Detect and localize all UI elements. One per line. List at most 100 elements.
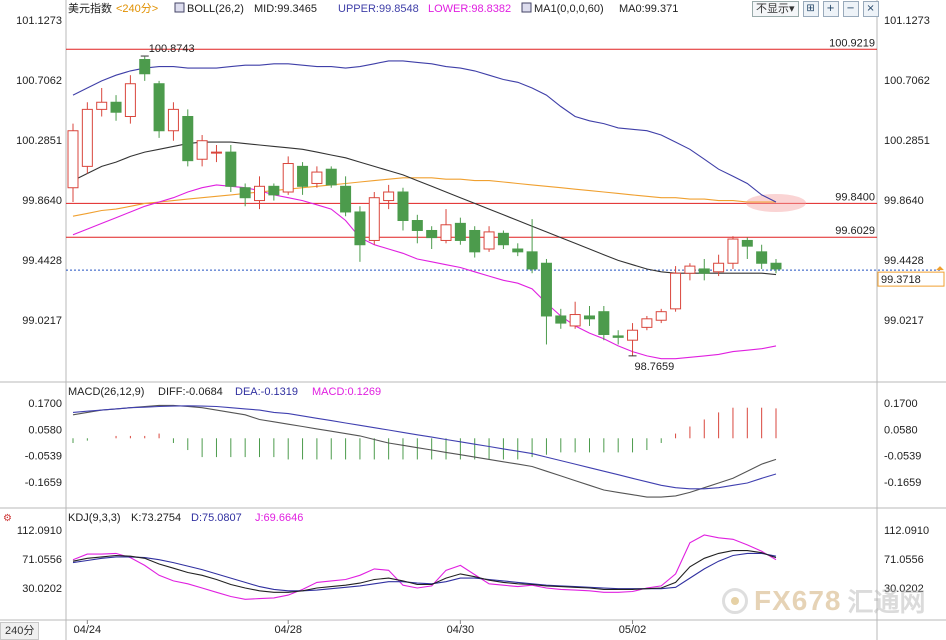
- macd-tick-right: 0.1700: [884, 398, 918, 410]
- price-axis: 101.1273 101.1273 100.7062 100.7062 100.2851…: [16, 15, 930, 327]
- chevron-down-icon: ▾: [789, 3, 795, 15]
- last-price-pointer-icon: [936, 266, 944, 271]
- candle-body: [526, 251, 538, 270]
- price-tick-right: 100.2851: [884, 135, 930, 147]
- candle-body: [167, 108, 179, 132]
- boll-mid-line: [72, 141, 777, 276]
- price-tick-left: 100.7062: [16, 75, 62, 87]
- candle-body: [598, 311, 610, 335]
- macd-diff-line: [72, 404, 777, 498]
- price-tick-right: 101.1273: [884, 15, 930, 27]
- candle-body: [426, 229, 438, 239]
- kdj-tick-left: 30.0202: [22, 583, 62, 595]
- candle-body: [110, 101, 122, 113]
- low-label: 98.7659: [635, 361, 675, 373]
- candle-body: [727, 238, 739, 264]
- macd-diff: DIFF:-0.0684: [158, 386, 223, 398]
- candle-body: [81, 108, 93, 167]
- candle-body: [282, 163, 294, 193]
- macd-dea-line: [72, 405, 777, 490]
- horizontal-line-label: 99.8400: [835, 191, 875, 203]
- last-price-label: 99.3718: [881, 274, 921, 286]
- horizontal-lines: 100.9219 99.8400 99.6029 99.3718: [66, 37, 945, 287]
- candle-body: [770, 262, 782, 270]
- ma-line: [72, 177, 776, 217]
- macd-tick-left: -0.1659: [25, 477, 62, 489]
- candle-body: [741, 239, 753, 247]
- candle-body: [540, 262, 552, 317]
- macd-dea: DEA:-0.1319: [235, 386, 298, 398]
- kdj-header: ⚙ KDJ(9,3,3) K:73.2754 D:75.0807 J:69.66…: [3, 512, 303, 524]
- candle-body: [67, 130, 79, 189]
- candle-body: [96, 101, 108, 110]
- candle-body: [368, 197, 380, 241]
- price-tick-left: 100.2851: [16, 135, 62, 147]
- candle-body: [469, 229, 481, 253]
- kdj-j-line: [72, 534, 777, 600]
- watermark-cn: 汇通网: [847, 588, 926, 618]
- instrument-name: 美元指数: [68, 1, 112, 15]
- candle-body: [483, 231, 495, 250]
- period-tag: <240分>: [116, 2, 158, 15]
- candle-body: [670, 272, 682, 310]
- zoom-in-icon[interactable]: +: [822, 1, 839, 17]
- time-tick-label: 04/24: [74, 624, 102, 636]
- kdj-tick-right: 30.0202: [884, 583, 924, 595]
- candle-body: [397, 191, 409, 222]
- price-header: 美元指数 <240分> BOLL(26,2) MID:99.3465 UPPER…: [68, 1, 678, 15]
- time-axis: 04/24 04/28 04/30 05/02: [74, 620, 647, 636]
- macd-tick-left: -0.0539: [25, 451, 62, 463]
- watermark: FX678 汇通网: [722, 582, 926, 619]
- time-tick-label: 04/30: [447, 624, 475, 636]
- watermark-brand: FX678: [754, 584, 842, 616]
- candle-body: [340, 185, 352, 213]
- candlesticks: [67, 56, 782, 356]
- candle-body: [182, 115, 194, 162]
- ma-icon[interactable]: [521, 2, 532, 13]
- candle-body: [555, 315, 567, 324]
- macd-panel: 0.1700 0.1700 0.0580 0.0580 -0.0539 -0.0539 -0…: [25, 398, 921, 498]
- candle-body: [153, 83, 165, 132]
- price-tick-left: 99.4428: [22, 255, 62, 267]
- candle-body: [698, 268, 710, 274]
- kdj-tick-right: 71.0556: [884, 554, 924, 566]
- kdj-d: D:75.0807: [191, 512, 242, 524]
- candle-body: [655, 311, 667, 321]
- horizontal-line-label: 99.6029: [835, 225, 875, 237]
- macd-value: MACD:0.1269: [312, 386, 381, 398]
- grid-settings-icon[interactable]: ⊞: [802, 1, 819, 17]
- candle-body: [627, 329, 639, 341]
- kdj-panel: 112.0910 112.0910 71.0556 71.0556 30.0202 30.…: [17, 525, 929, 600]
- candle-body: [684, 265, 696, 274]
- price-tick-left: 99.0217: [22, 315, 62, 327]
- boll-icon[interactable]: [174, 2, 185, 13]
- macd-label: MACD(26,12,9): [68, 386, 144, 398]
- boll-upper: UPPER:99.8548: [338, 3, 419, 15]
- candle-body: [268, 185, 280, 196]
- candle-body: [325, 168, 337, 186]
- close-icon[interactable]: ×: [862, 1, 879, 17]
- price-tick-right: 100.7062: [884, 75, 930, 87]
- bollinger-bands: [72, 60, 777, 360]
- macd-tick-left: 0.0580: [28, 424, 62, 436]
- high-label: 100.8743: [149, 43, 195, 55]
- time-tick-label: 05/02: [619, 624, 647, 636]
- candle-body: [239, 187, 251, 199]
- candle-body: [713, 262, 725, 273]
- brand-logo-icon: [722, 587, 748, 614]
- last-price-box: [877, 271, 945, 287]
- boll-lower-line: [72, 184, 777, 360]
- kdj-d-line: [72, 552, 777, 592]
- hide-indicator-button[interactable]: 不显示▾: [752, 1, 799, 17]
- kdj-tick-left: 112.0910: [17, 525, 62, 537]
- candle-body: [641, 318, 653, 328]
- candle-body: [583, 315, 595, 320]
- boll-lower: LOWER:98.8382: [428, 3, 511, 15]
- macd-header: MACD(26,12,9) DIFF:-0.0684 DEA:-0.1319 M…: [68, 386, 381, 398]
- kdj-tick-left: 71.0556: [22, 554, 62, 566]
- zoom-out-icon[interactable]: −: [842, 1, 859, 17]
- settings-gear-icon[interactable]: ⚙: [3, 513, 12, 524]
- period-selector-button[interactable]: 240分: [0, 622, 40, 640]
